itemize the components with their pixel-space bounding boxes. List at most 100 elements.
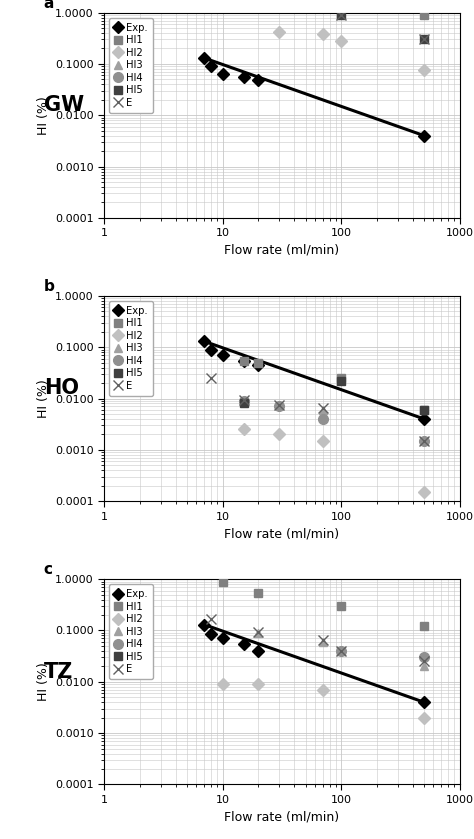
Line: HI1: HI1 bbox=[219, 577, 428, 631]
Exp. bbox=[255, 646, 261, 656]
E bbox=[338, 646, 344, 656]
Exp. bbox=[255, 76, 261, 86]
Exp. bbox=[241, 638, 246, 649]
HI2 bbox=[320, 29, 326, 39]
Exp. bbox=[209, 61, 214, 71]
HI4 bbox=[276, 401, 282, 411]
Y-axis label: HI (%): HI (%) bbox=[36, 96, 50, 134]
Line: HI3: HI3 bbox=[239, 397, 327, 414]
Exp. bbox=[220, 633, 226, 644]
HI1 bbox=[255, 357, 261, 367]
HI2 bbox=[320, 435, 326, 446]
HI2 bbox=[276, 27, 282, 37]
Text: TZ: TZ bbox=[44, 662, 73, 681]
Y-axis label: HI (%): HI (%) bbox=[36, 379, 50, 418]
HI4 bbox=[320, 414, 326, 424]
HI2 bbox=[338, 36, 344, 46]
Exp. bbox=[201, 53, 207, 63]
E bbox=[338, 10, 344, 20]
HI3 bbox=[255, 628, 261, 638]
HI5 bbox=[421, 405, 427, 415]
E bbox=[320, 403, 326, 413]
Line: HI2: HI2 bbox=[239, 425, 428, 497]
HI3 bbox=[241, 396, 246, 406]
HI4 bbox=[421, 435, 427, 446]
E bbox=[241, 394, 246, 404]
Exp. bbox=[421, 414, 427, 424]
HI3 bbox=[320, 405, 326, 415]
HI2 bbox=[276, 430, 282, 440]
HI2 bbox=[255, 679, 261, 689]
Line: HI2: HI2 bbox=[275, 28, 428, 75]
E bbox=[209, 373, 214, 383]
Exp. bbox=[201, 620, 207, 630]
HI4 bbox=[241, 396, 246, 406]
HI3 bbox=[338, 646, 344, 656]
HI1 bbox=[255, 587, 261, 597]
Exp. bbox=[201, 336, 207, 347]
HI2 bbox=[421, 65, 427, 76]
Line: HI3: HI3 bbox=[254, 628, 428, 670]
Exp. bbox=[209, 629, 214, 639]
Line: E: E bbox=[337, 10, 429, 44]
HI2 bbox=[220, 679, 226, 689]
HI1 bbox=[421, 622, 427, 632]
Line: Exp.: Exp. bbox=[200, 54, 428, 140]
Exp. bbox=[241, 356, 246, 366]
HI2 bbox=[241, 425, 246, 435]
HI5 bbox=[421, 34, 427, 44]
Legend: Exp., HI1, HI2, HI3, HI4, HI5, E: Exp., HI1, HI2, HI3, HI4, HI5, E bbox=[109, 301, 153, 396]
HI3 bbox=[276, 400, 282, 410]
HI1 bbox=[220, 576, 226, 586]
E bbox=[276, 400, 282, 410]
E bbox=[421, 34, 427, 44]
Line: Exp.: Exp. bbox=[200, 337, 428, 423]
X-axis label: Flow rate (ml/min): Flow rate (ml/min) bbox=[225, 527, 339, 540]
E bbox=[255, 627, 261, 637]
Exp. bbox=[220, 69, 226, 79]
HI2 bbox=[421, 712, 427, 722]
Exp. bbox=[255, 360, 261, 370]
HI1 bbox=[338, 601, 344, 611]
Text: GW: GW bbox=[44, 95, 84, 115]
E bbox=[209, 613, 214, 623]
Line: HI1: HI1 bbox=[239, 357, 428, 414]
Exp. bbox=[220, 350, 226, 360]
Legend: Exp., HI1, HI2, HI3, HI4, HI5, E: Exp., HI1, HI2, HI3, HI4, HI5, E bbox=[109, 584, 153, 680]
Line: E: E bbox=[207, 373, 429, 446]
Text: HO: HO bbox=[44, 378, 79, 399]
Line: E: E bbox=[207, 614, 429, 666]
HI5 bbox=[241, 399, 246, 409]
HI3 bbox=[320, 637, 326, 647]
Exp. bbox=[421, 131, 427, 141]
Y-axis label: HI (%): HI (%) bbox=[36, 663, 50, 701]
HI3 bbox=[421, 661, 427, 671]
Exp. bbox=[209, 345, 214, 355]
HI1 bbox=[338, 373, 344, 383]
Exp. bbox=[241, 72, 246, 82]
HI4 bbox=[421, 652, 427, 662]
HI1 bbox=[421, 405, 427, 415]
Line: HI2: HI2 bbox=[219, 680, 428, 722]
HI2 bbox=[421, 487, 427, 498]
E bbox=[320, 635, 326, 645]
Text: b: b bbox=[44, 279, 55, 294]
Line: HI4: HI4 bbox=[239, 396, 429, 446]
E bbox=[421, 435, 427, 446]
Line: HI4: HI4 bbox=[337, 646, 429, 662]
HI4 bbox=[338, 646, 344, 656]
Text: c: c bbox=[44, 562, 53, 577]
Legend: Exp., HI1, HI2, HI3, HI4, HI5, E: Exp., HI1, HI2, HI3, HI4, HI5, E bbox=[109, 18, 153, 112]
HI5 bbox=[338, 10, 344, 20]
HI5 bbox=[338, 376, 344, 386]
Text: a: a bbox=[44, 0, 54, 11]
HI1 bbox=[241, 356, 246, 366]
Line: Exp.: Exp. bbox=[200, 621, 428, 706]
Line: HI5: HI5 bbox=[239, 377, 428, 414]
E bbox=[421, 656, 427, 666]
Exp. bbox=[421, 697, 427, 707]
HI2 bbox=[320, 685, 326, 695]
X-axis label: Flow rate (ml/min): Flow rate (ml/min) bbox=[225, 810, 339, 823]
Line: HI5: HI5 bbox=[337, 11, 428, 44]
X-axis label: Flow rate (ml/min): Flow rate (ml/min) bbox=[225, 244, 339, 257]
